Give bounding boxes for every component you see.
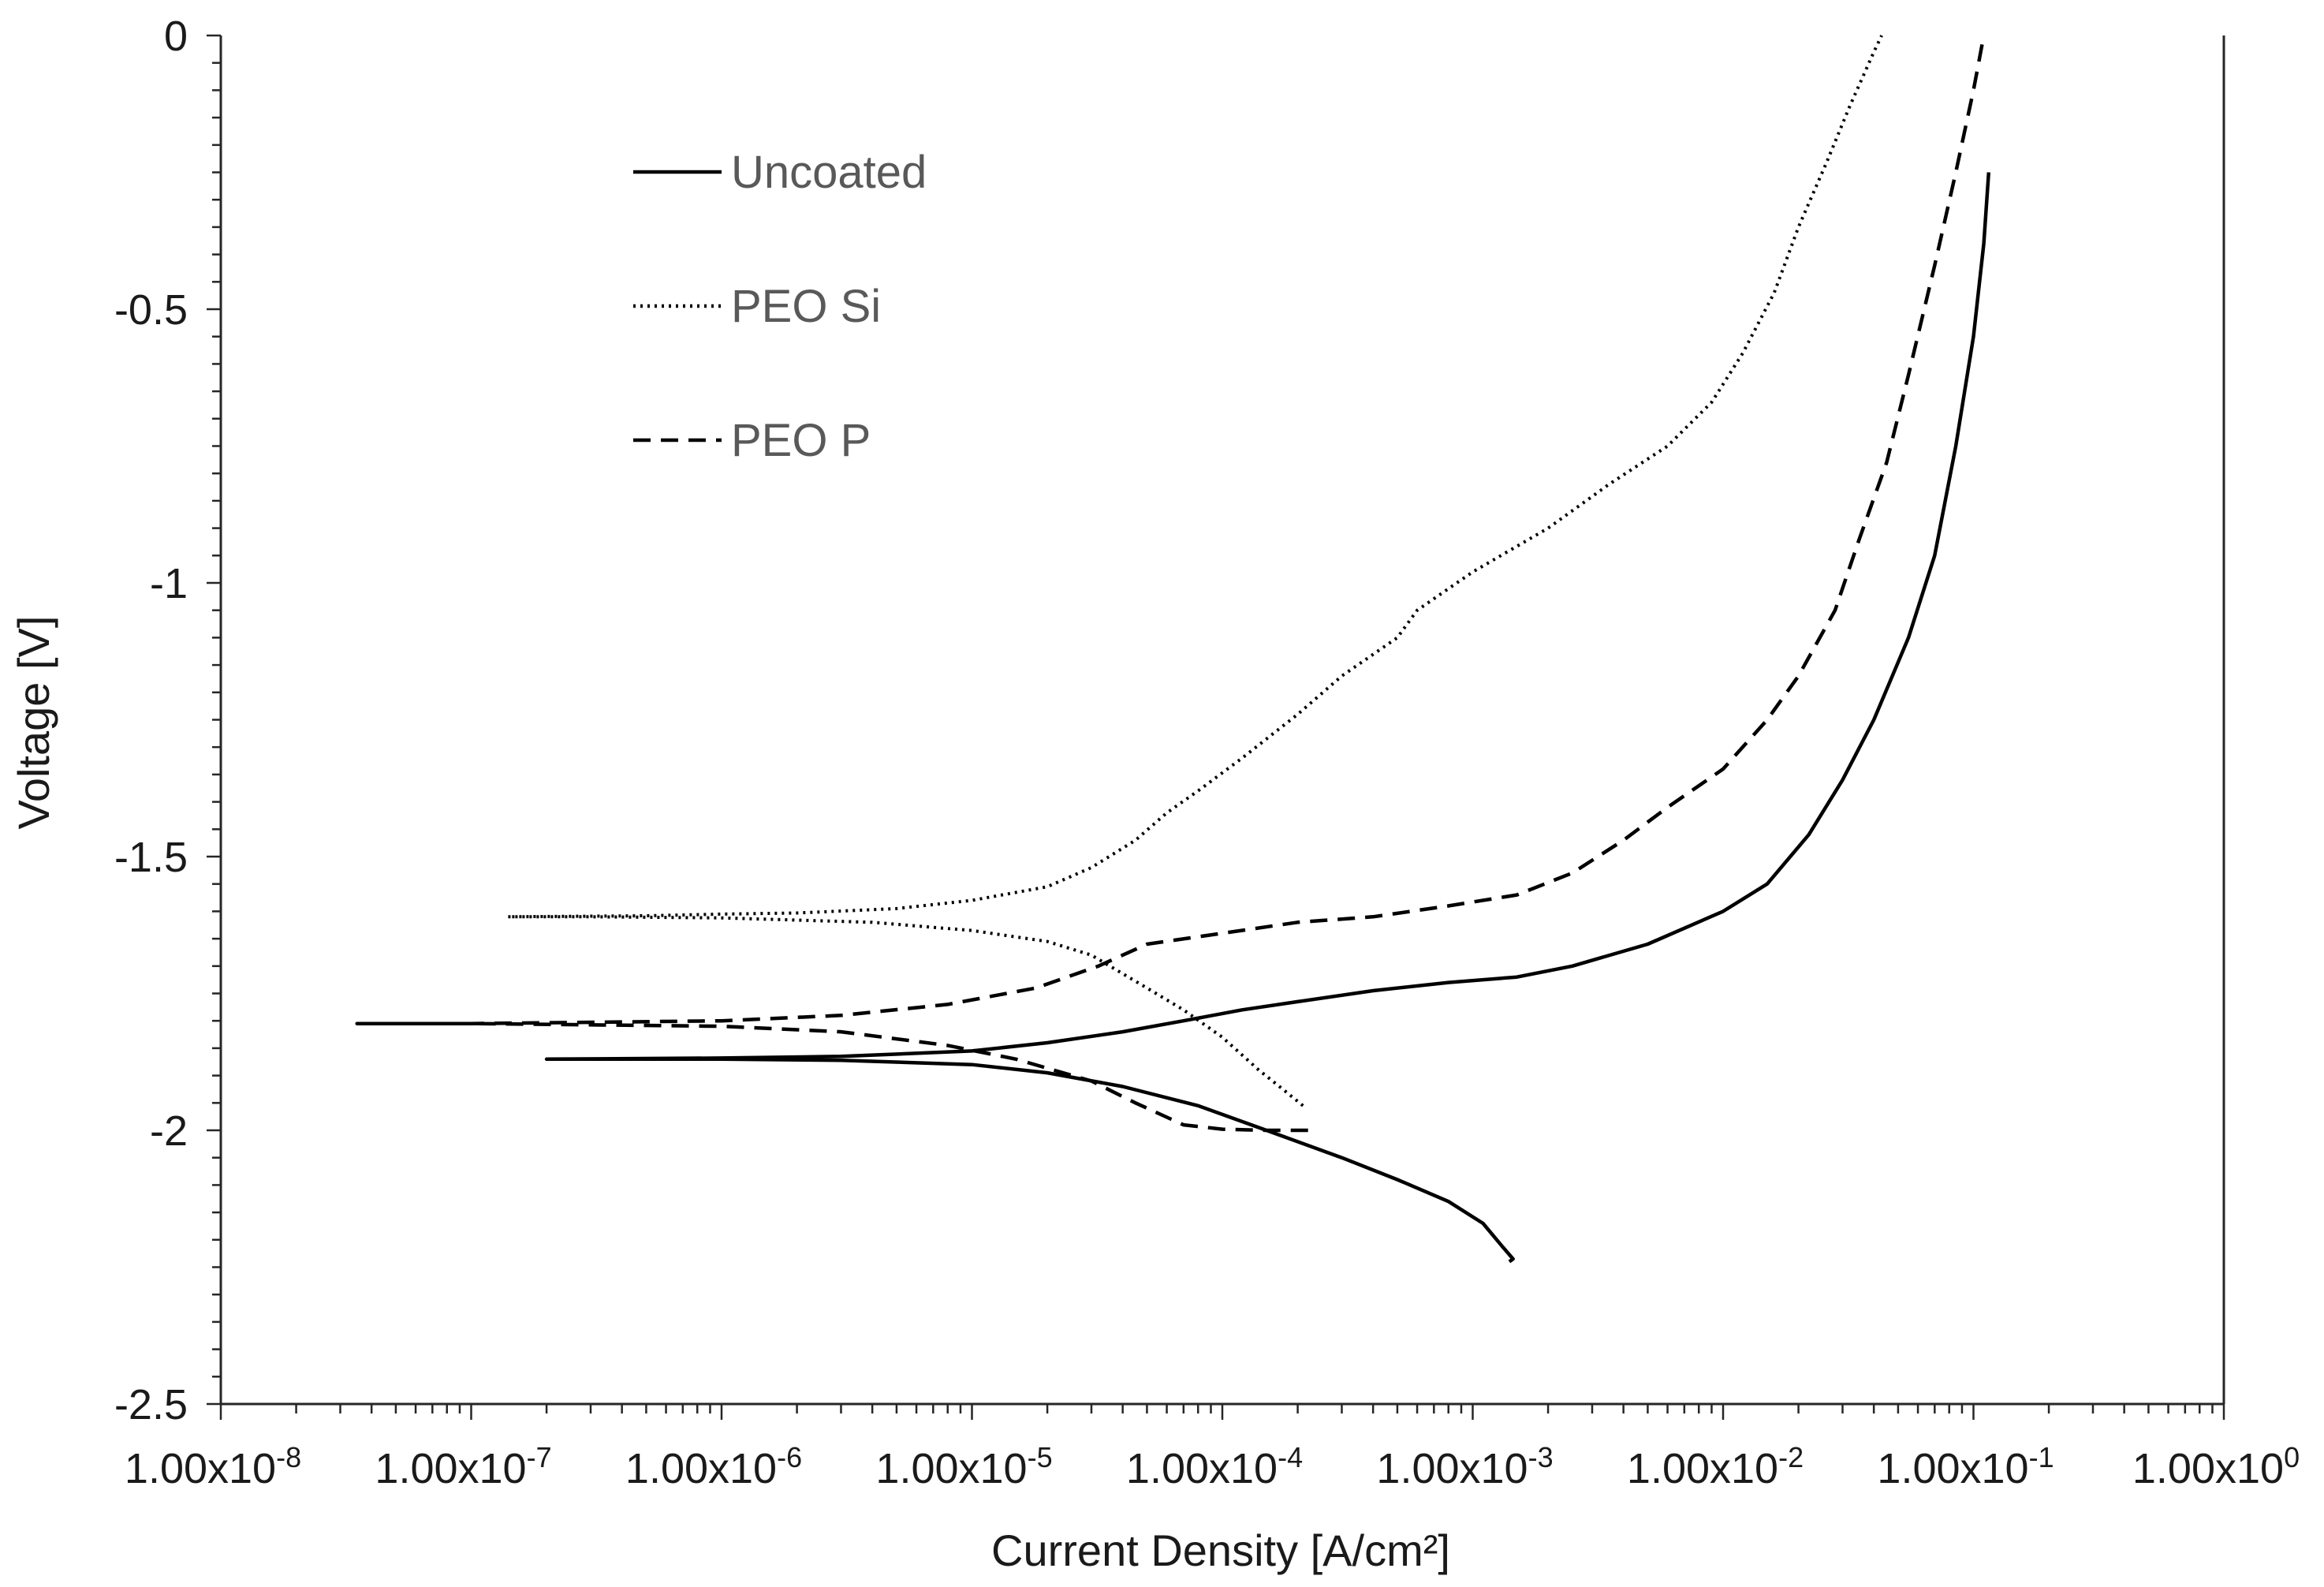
legend-label: Uncoated <box>731 147 927 198</box>
y-tick-label: -1.5 <box>114 834 188 881</box>
legend-label: PEO Si <box>731 281 881 332</box>
y-tick-label: -1 <box>150 560 188 607</box>
x-axis-ticks: 1.00x10-8 1.00x10-7 1.00x10-6 1.00x10-5 1.00… <box>125 1404 2300 1492</box>
x-tick-label: 1.00x10-8 <box>125 1441 301 1492</box>
y-tick-label: -2 <box>150 1107 188 1155</box>
x-tick-label: 1.00x10-5 <box>875 1441 1052 1492</box>
x-tick-label: 1.00x10-7 <box>375 1441 551 1492</box>
x-tick-label: 1.00x10-1 <box>1877 1441 2054 1492</box>
y-axis-ticks: 0 -0.5 -1 -1.5 -2 -2.5 <box>114 13 221 1428</box>
y-tick-label: -0.5 <box>114 286 188 334</box>
series-layer <box>355 35 1991 1264</box>
y-tick-label: -2.5 <box>114 1381 188 1428</box>
x-tick-label: 1.00x10-2 <box>1627 1441 1804 1492</box>
legend: Uncoated PEO Si PEO P <box>633 147 927 466</box>
y-axis-title: Voltage [V] <box>9 616 58 830</box>
x-tick-label: 1.00x100 <box>2132 1441 2300 1492</box>
x-tick-label: 1.00x10-4 <box>1126 1441 1303 1492</box>
series-line-uncoated <box>544 172 1991 1264</box>
x-axis-title: Current Density [A/cm²] <box>991 1525 1450 1575</box>
axes <box>219 35 2225 1406</box>
legend-label: PEO P <box>731 415 871 466</box>
series-line-peo-si <box>505 35 1883 1107</box>
y-tick-label: 0 <box>164 13 188 60</box>
series-line-peo-p <box>355 35 1986 1133</box>
x-tick-label: 1.00x10-3 <box>1376 1441 1553 1492</box>
x-tick-label: 1.00x10-6 <box>625 1441 802 1492</box>
